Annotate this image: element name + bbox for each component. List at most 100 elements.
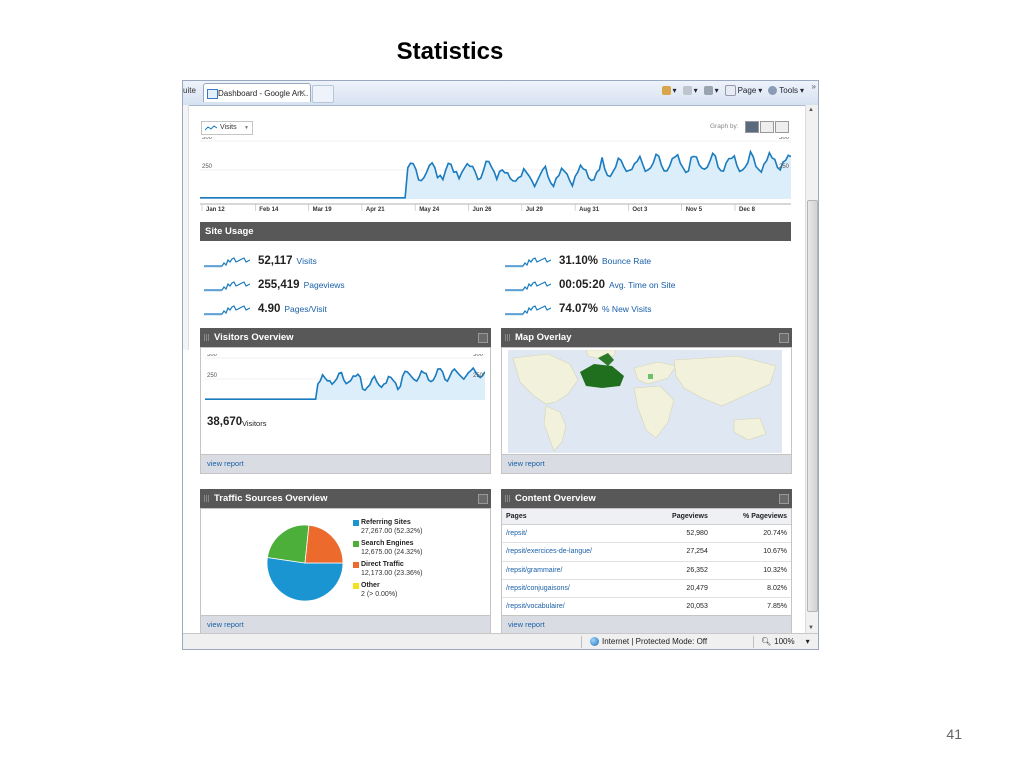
- x-tick-label: Apr 21: [366, 207, 385, 213]
- table-row: /repsit/grammaire/26,352 10.32%: [502, 561, 791, 580]
- page-link[interactable]: /repsit/conjugaisons/: [502, 579, 646, 599]
- sparkline-icon: [505, 281, 551, 292]
- scroll-down-icon[interactable]: ▼: [808, 625, 814, 631]
- status-separator: [581, 636, 582, 648]
- security-zone[interactable]: Internet | Protected Mode: Off: [590, 637, 707, 646]
- legend-value: 2 (> 0.00%): [361, 590, 398, 598]
- area-fill: [200, 151, 791, 199]
- metric-label[interactable]: Bounce Rate: [602, 256, 652, 266]
- site-usage-metric[interactable]: 4.90 Pages/Visit: [204, 301, 327, 317]
- visitors-view-report-link[interactable]: view report: [207, 459, 244, 468]
- legend-item: Search Engines 12,675.00 (24.32%): [353, 540, 423, 557]
- table-row: /repsit/vocabulaire/20,053 7.85%: [502, 597, 791, 617]
- previous-tab[interactable]: uite: [183, 86, 196, 95]
- percent-cell: 10.32%: [711, 561, 791, 580]
- feeds-button[interactable]: ▾: [682, 86, 698, 95]
- traffic-view-report-link[interactable]: view report: [207, 620, 244, 629]
- site-usage-metric[interactable]: 255,419 Pageviews: [204, 277, 345, 293]
- slide-number: 41: [946, 726, 962, 742]
- page-link[interactable]: /repsit/vocabulaire/: [502, 597, 646, 617]
- maximize-icon[interactable]: [478, 494, 488, 504]
- chevron-down-icon: ▾: [805, 637, 810, 646]
- tools-menu[interactable]: Tools ▾: [768, 86, 804, 95]
- sparkline-icon: [505, 257, 551, 268]
- drag-handle-icon[interactable]: [204, 334, 209, 341]
- graph-by-day-button[interactable]: [745, 121, 759, 133]
- chevron-down-icon: ▼: [244, 125, 249, 131]
- visitors-overview-panel: Visitors Overview 500 500 250 250 38,670 Vi…: [200, 328, 491, 474]
- drag-handle-icon[interactable]: [204, 495, 209, 502]
- x-tick-label: Jul 29: [526, 207, 544, 213]
- world-map[interactable]: [508, 350, 782, 453]
- close-tab-icon[interactable]: ✕: [298, 88, 306, 98]
- graph-by-month-button[interactable]: [775, 121, 789, 133]
- pie-slice: [266, 557, 344, 602]
- page-link[interactable]: /repsit/grammaire/: [502, 561, 646, 580]
- metric-label[interactable]: Pages/Visit: [284, 304, 327, 314]
- maximize-icon[interactable]: [779, 494, 789, 504]
- site-usage-metric[interactable]: 00:05:20 Avg. Time on Site: [505, 277, 676, 293]
- metric-label[interactable]: Pageviews: [303, 280, 345, 290]
- home-button[interactable]: ▾: [661, 86, 677, 95]
- visitors-count: 38,670: [207, 416, 243, 428]
- trend-line: [200, 149, 791, 199]
- scroll-up-icon[interactable]: ▲: [808, 107, 814, 113]
- drag-handle-icon[interactable]: [505, 495, 510, 502]
- x-tick-label: Feb 14: [259, 207, 279, 213]
- map-overlay-header: Map Overlay: [501, 328, 792, 347]
- visitors-overview-header: Visitors Overview: [200, 328, 491, 347]
- site-usage-metric[interactable]: 31.10% Bounce Rate: [505, 253, 651, 269]
- metric-label[interactable]: Visits: [296, 256, 317, 266]
- y-tick-label-right: 500: [779, 137, 790, 141]
- scroll-thumb[interactable]: [807, 200, 818, 612]
- page-link[interactable]: /repsit/: [502, 524, 646, 544]
- main-visits-graph: Visits ▼ Graph by: 500 500 250 250 Jan 12 Feb…: [200, 117, 791, 213]
- graph-by-week-button[interactable]: [760, 121, 774, 133]
- content-overview-header: Content Overview: [501, 489, 792, 508]
- line-chart-icon: [205, 125, 217, 131]
- legend-name: Direct Traffic: [361, 561, 404, 568]
- pageviews-cell: 27,254: [645, 542, 712, 562]
- percent-cell: 7.85%: [711, 597, 791, 617]
- pageviews-cell: 20,053: [645, 597, 712, 617]
- zoom-control[interactable]: 🔍︎ 100% ▾: [761, 637, 810, 646]
- y-tick-label-right: 250: [473, 373, 484, 379]
- tab-dashboard[interactable]: Dashboard - Google An... ✕: [203, 83, 311, 102]
- metric-label[interactable]: % New Visits: [602, 304, 652, 314]
- content-view-report-link[interactable]: view report: [508, 620, 545, 629]
- print-button[interactable]: ▾: [703, 86, 719, 95]
- pie-slice: [266, 524, 310, 564]
- printer-icon: [703, 86, 713, 95]
- percent-cell: 8.02%: [711, 579, 791, 599]
- table-row: /repsit/52,980 20.74%: [502, 524, 791, 544]
- page-menu[interactable]: Page ▾: [724, 85, 762, 96]
- site-usage-header: Site Usage: [200, 222, 791, 241]
- x-tick-label: Mar 19: [313, 207, 333, 213]
- security-zone-text: Internet | Protected Mode: Off: [602, 637, 708, 646]
- graph-by-label: Graph by:: [710, 123, 739, 130]
- analytics-tab-icon: [207, 89, 218, 99]
- page-link[interactable]: /repsit/exercices-de-langue/: [502, 542, 646, 562]
- feeds-icon: [682, 86, 692, 95]
- visits-chart: 500 500 250 250 Jan 12 Feb 14 Mar 19 Apr 21 May …: [200, 137, 791, 213]
- percent-cell: 20.74%: [711, 524, 791, 544]
- site-usage-metric[interactable]: 52,117 Visits: [204, 253, 317, 269]
- tools-menu-label: Tools: [779, 86, 798, 95]
- metric-dropdown[interactable]: Visits ▼: [201, 121, 253, 135]
- drag-handle-icon[interactable]: [505, 334, 510, 341]
- site-usage-title: Site Usage: [205, 226, 254, 237]
- y-tick-label-right: 250: [779, 164, 790, 170]
- new-tab-button[interactable]: [312, 85, 334, 103]
- col-pageviews: Pageviews: [645, 509, 712, 525]
- x-tick-label: Dec 8: [739, 207, 756, 213]
- page-menu-label: Page: [737, 86, 757, 95]
- vertical-scrollbar[interactable]: ▲ ▼: [805, 105, 818, 633]
- map-view-report-link[interactable]: view report: [508, 459, 545, 468]
- globe-icon: [590, 637, 599, 646]
- zoom-level: 100%: [774, 637, 795, 646]
- chevron-right-icon[interactable]: »: [811, 82, 816, 91]
- maximize-icon[interactable]: [779, 333, 789, 343]
- maximize-icon[interactable]: [478, 333, 488, 343]
- metric-label[interactable]: Avg. Time on Site: [609, 280, 676, 290]
- site-usage-metric[interactable]: 74.07%% New Visits: [505, 301, 651, 317]
